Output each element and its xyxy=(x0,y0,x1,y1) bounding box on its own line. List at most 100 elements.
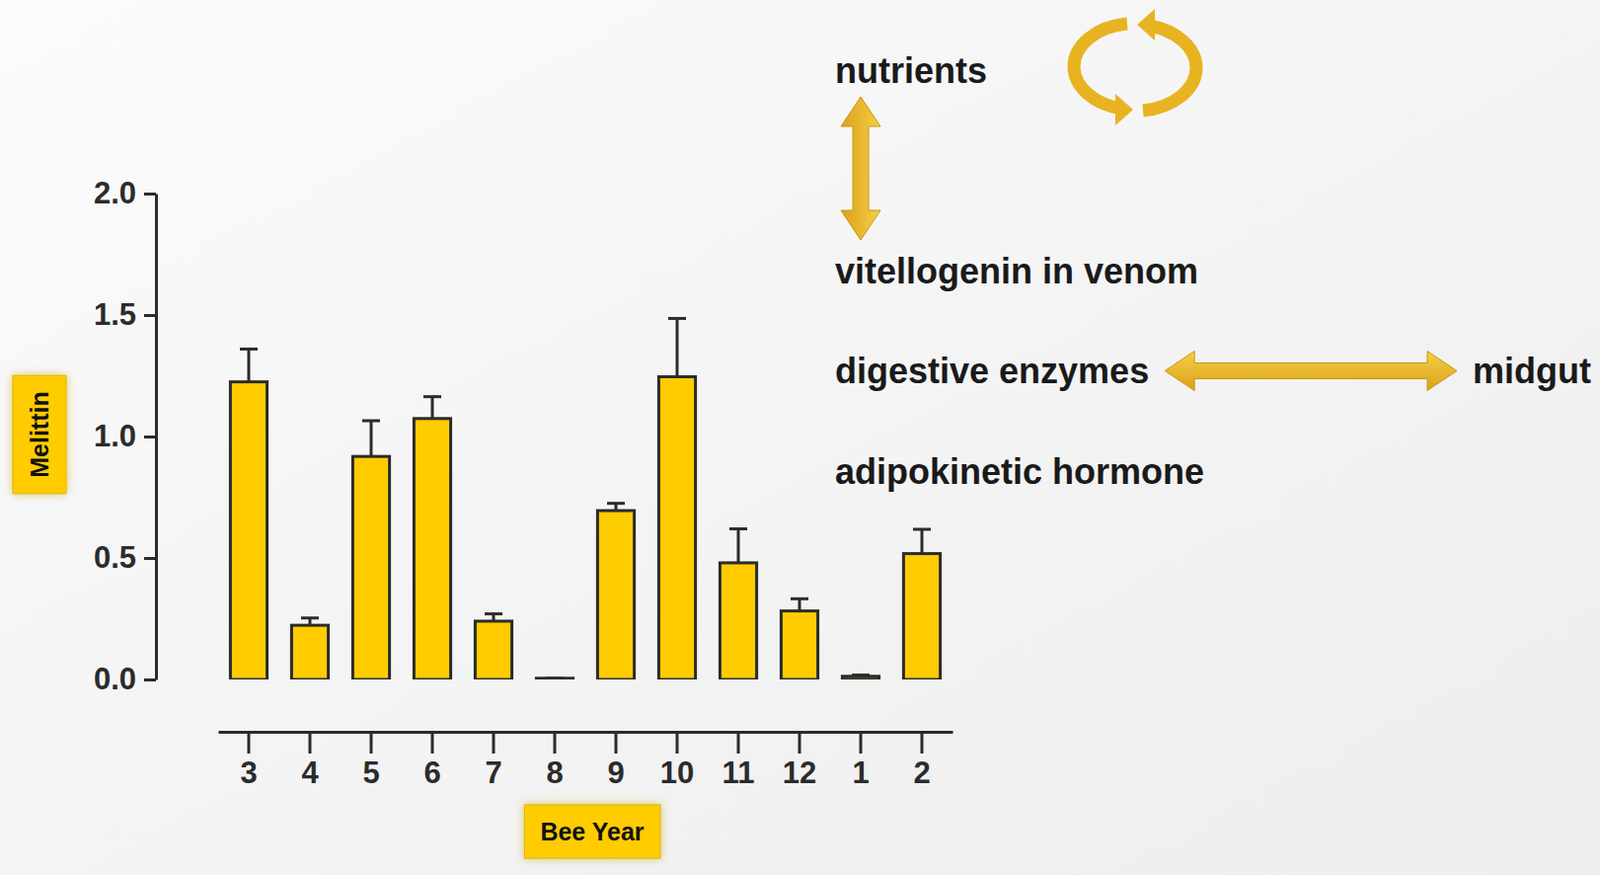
bar xyxy=(719,562,757,680)
x-tick-label: 12 xyxy=(782,755,817,790)
arrows xyxy=(840,8,1457,391)
error-cap xyxy=(913,527,931,531)
cycle-arrow xyxy=(1142,25,1197,111)
x-tick: 4 xyxy=(301,731,319,790)
x-axis-title: Bee Year xyxy=(539,817,644,845)
x-tick: 9 xyxy=(607,731,624,790)
x-tick-label: 4 xyxy=(301,755,319,790)
x-tick: 5 xyxy=(362,731,380,790)
chart: 0.00.51.01.52.0345678910111212MelittinBe… xyxy=(0,0,1600,875)
x-tick-label: 2 xyxy=(913,755,930,790)
annotation: midgut xyxy=(1472,350,1592,391)
annotation: digestive enzymes xyxy=(835,350,1149,391)
y-axis-title-group: Melittin xyxy=(12,375,67,494)
annotations: nutrientsvitellogenin in venomdigestive … xyxy=(835,50,1592,492)
x-tick-label: 5 xyxy=(362,755,380,790)
error-stem xyxy=(798,598,802,610)
x-tick-mark xyxy=(920,731,924,754)
x-tick: 11 xyxy=(722,731,756,790)
bar xyxy=(535,678,573,680)
x-tick-mark xyxy=(492,731,496,754)
y-tick: 0.5 xyxy=(93,539,156,575)
bar xyxy=(658,376,695,680)
x-tick-label: 6 xyxy=(423,755,441,790)
x-tick: 3 xyxy=(239,731,257,790)
x-tick: 10 xyxy=(660,731,694,790)
annotation: adipokinetic hormone xyxy=(835,451,1205,492)
bar xyxy=(474,620,512,680)
cycle-arrowhead xyxy=(1115,93,1134,126)
y-tick-mark xyxy=(144,556,156,560)
error-bars xyxy=(239,317,931,678)
x-tick: 12 xyxy=(782,731,817,790)
y-tick: 2.0 xyxy=(93,175,156,211)
y-tick-mark xyxy=(144,313,156,317)
y-tick: 0.0 xyxy=(93,661,156,696)
y-tick-mark xyxy=(144,678,156,682)
y-tick-label: 0.0 xyxy=(93,661,137,696)
x-tick-mark xyxy=(247,731,251,754)
double-arrow xyxy=(840,96,881,240)
y-tick-label: 2.0 xyxy=(93,175,137,211)
y-axis: 0.0 0.5 1.0 1.5 2.0 xyxy=(93,175,157,696)
cycle-arrowhead xyxy=(1137,8,1155,41)
error-bar xyxy=(668,317,686,377)
x-tick-mark xyxy=(737,731,741,754)
x-tick-label: 8 xyxy=(545,755,563,790)
x-tick-mark xyxy=(859,731,863,754)
error-cap xyxy=(729,527,748,531)
error-cap xyxy=(423,394,442,398)
bar xyxy=(352,456,389,680)
x-tick-mark xyxy=(798,731,802,754)
error-cap xyxy=(607,501,625,505)
x-tick-mark xyxy=(308,731,312,754)
x-tick-mark xyxy=(370,731,374,754)
bar xyxy=(597,510,634,680)
y-tick-mark xyxy=(144,435,156,439)
x-axis-title-box xyxy=(524,804,660,858)
error-bar xyxy=(362,420,381,457)
bar xyxy=(841,676,879,680)
x-axis-title-group: Bee Year xyxy=(524,804,660,858)
x-axis: 345678910111212 xyxy=(219,731,954,790)
error-stem xyxy=(431,396,435,419)
x-tick: 8 xyxy=(545,731,563,790)
x-tick: 1 xyxy=(851,731,869,790)
error-cap xyxy=(239,347,258,351)
error-bar xyxy=(239,348,258,381)
x-tick: 7 xyxy=(484,731,502,790)
plot-area xyxy=(229,317,940,680)
annotation: nutrients xyxy=(835,50,988,91)
y-tick-mark xyxy=(144,192,156,196)
bar xyxy=(291,624,328,680)
x-tick-label: 7 xyxy=(484,755,502,790)
error-cap xyxy=(484,611,503,615)
error-bar xyxy=(729,528,748,562)
error-bar xyxy=(790,598,809,610)
bar xyxy=(413,418,451,680)
error-bar xyxy=(913,529,931,554)
error-cap xyxy=(301,615,319,619)
y-tick-label: 1.0 xyxy=(93,418,137,454)
error-stem xyxy=(737,528,741,562)
error-stem xyxy=(247,348,251,381)
x-tick-label: 11 xyxy=(722,755,756,790)
x-tick-mark xyxy=(431,731,435,754)
y-tick-label: 0.5 xyxy=(93,539,137,575)
background xyxy=(0,0,1600,875)
error-bar xyxy=(423,396,442,419)
x-tick-label: 3 xyxy=(239,755,257,790)
cycle-arrow xyxy=(1073,23,1128,109)
double-arrow xyxy=(1164,351,1457,391)
y-tick-label: 1.5 xyxy=(93,297,137,332)
y-axis-title: Melittin xyxy=(25,390,54,478)
x-tick-label: 1 xyxy=(851,755,869,790)
x-tick-label: 9 xyxy=(607,755,624,790)
y-tick: 1.0 xyxy=(93,418,156,454)
bar xyxy=(229,381,267,680)
x-tick-mark xyxy=(614,731,618,754)
bar xyxy=(903,553,940,680)
error-cap xyxy=(790,597,809,601)
error-stem xyxy=(676,317,680,377)
x-tick-mark xyxy=(676,731,680,754)
